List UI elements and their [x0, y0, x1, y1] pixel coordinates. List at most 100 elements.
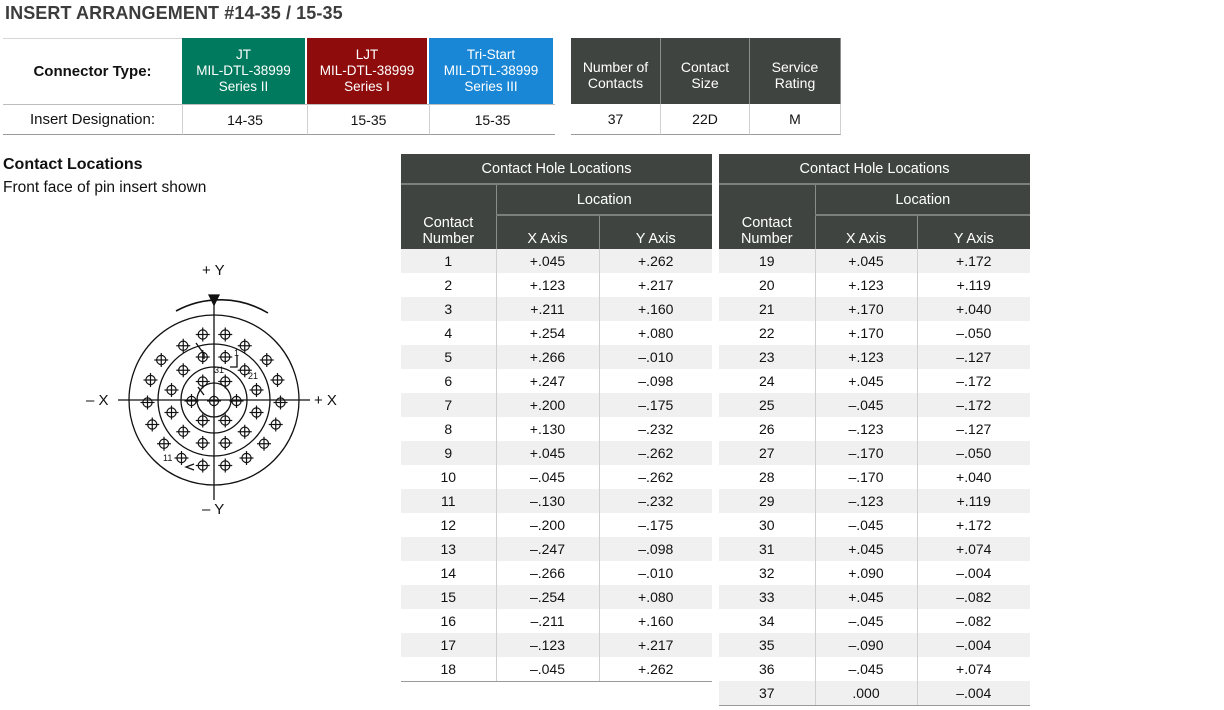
y-axis-cell: +.172	[916, 249, 1031, 273]
header-line: Contacts	[587, 75, 644, 91]
y-axis-cell: +.119	[916, 489, 1031, 513]
contact-number-cell: 15	[401, 585, 496, 609]
table-row: 7 +.200 –.175	[401, 393, 713, 417]
y-axis-cell: –.172	[916, 369, 1031, 393]
y-axis-cell: +.040	[916, 297, 1031, 321]
y-axis-header: Y Axis	[598, 215, 713, 249]
series-spec: MIL-DTL-38999	[196, 63, 291, 78]
contact-size-header: Contact Size	[661, 38, 750, 104]
contact-hole-marker	[237, 424, 252, 439]
contact-locations-subtitle: Front face of pin insert shown	[3, 179, 207, 196]
x-axis-header: X Axis	[495, 215, 599, 249]
contact-hole-marker	[140, 395, 155, 410]
series-series: Series I	[344, 79, 390, 94]
number-of-contacts-value: 37	[571, 104, 661, 135]
minus-y-label: – Y	[202, 501, 224, 518]
x-axis-cell: –.045	[814, 513, 917, 537]
x-axis-cell: –.045	[814, 609, 917, 633]
insert-diagram: + Y – Y – X + X 1 21 31 11	[86, 262, 337, 518]
contact-hole-marker	[218, 350, 233, 364]
contact-hole-marker	[259, 353, 274, 367]
table-row: 36 –.045 +.074	[719, 657, 1031, 681]
y-axis-cell: –.004	[916, 681, 1031, 706]
contact-number-cell: 28	[758, 469, 775, 485]
series-ljt-header: LJT MIL-DTL-38999 Series I	[307, 38, 429, 104]
designation-tri-start: 15-35	[429, 104, 555, 135]
table-row: 3 +.211 +.160	[401, 297, 713, 321]
contact-number-cell: 4	[444, 325, 453, 341]
x-axis-cell: .000	[814, 681, 917, 706]
table-row: 34 –.045 –.082	[719, 609, 1031, 633]
table-row: 13 –.247 –.098	[401, 537, 713, 561]
number-of-contacts-header: Number of Contacts	[571, 38, 661, 104]
table-row: 29 –.123 +.119	[719, 489, 1031, 513]
minus-x-label: – X	[86, 392, 109, 409]
table-row: 20 +.123 +.119	[719, 273, 1031, 297]
header-line: Contact	[680, 59, 730, 75]
x-axis-cell: +.247	[495, 369, 599, 393]
table-title: Contact Hole Locations	[719, 154, 1031, 185]
contact-hole-marker	[145, 417, 160, 432]
contact-number-cell: 13	[401, 537, 496, 561]
contact-number-cell: 17	[401, 633, 496, 657]
y-axis-arrow	[207, 294, 221, 307]
contact-hole-marker	[176, 338, 191, 353]
x-axis-cell: –.045	[814, 393, 917, 417]
y-axis-cell: –.232	[598, 417, 713, 441]
y-axis-cell: –.082	[916, 585, 1031, 609]
x-axis-cell: –.266	[495, 561, 599, 585]
x-axis-cell: –.200	[495, 513, 599, 537]
location-header: Location	[495, 184, 713, 216]
y-axis-cell: –.175	[598, 393, 713, 417]
contact-number-cell: 27	[719, 441, 815, 465]
table-row: 28 –.170 +.040	[719, 465, 1031, 489]
contact-number-cell: 14	[440, 565, 457, 581]
contact-number-cell: 25	[719, 393, 815, 417]
x-axis-cell: +.170	[814, 321, 917, 345]
contact-hole-locations-table-left: Contact Hole Locations Contact Number Lo…	[401, 154, 713, 682]
plus-x-label: + X	[314, 392, 337, 409]
contact-number-cell: 32	[758, 565, 775, 581]
series-jt-header: JT MIL-DTL-38999 Series II	[182, 38, 307, 104]
contact-hole-marker	[239, 451, 254, 465]
table-row: 30 –.045 +.172	[719, 513, 1031, 537]
contact-number-cell: 33	[719, 585, 815, 609]
contact-number-cell: 16	[440, 613, 457, 629]
contact-number-cell: 10	[440, 469, 457, 485]
x-axis-cell: –.123	[814, 489, 917, 513]
contact-number-cell: 19	[719, 249, 815, 273]
x-axis-cell: +.123	[814, 273, 917, 297]
contact-hole-marker	[164, 383, 179, 397]
table-row: 6 +.247 –.098	[401, 369, 713, 393]
x-axis-cell: –.254	[495, 585, 599, 609]
contact-specs-table: Number of Contacts Contact Size Service …	[571, 38, 841, 135]
contact-hole-marker	[184, 394, 199, 408]
series-spec: MIL-DTL-38999	[319, 63, 415, 78]
series-series: Series III	[464, 79, 518, 94]
y-axis-cell: +.119	[916, 273, 1031, 297]
contact-hole-marker	[249, 383, 264, 397]
table-row: 15 –.254 +.080	[401, 585, 713, 609]
contact-hole-marker	[249, 405, 264, 420]
table-row: 10 –.045 –.262	[401, 465, 713, 489]
x-axis-cell: –.211	[495, 609, 599, 633]
y-axis-cell: –.050	[916, 321, 1031, 345]
contact-hole-marker	[268, 417, 283, 432]
y-axis-cell: +.262	[598, 657, 713, 682]
table-row: 27 –.170 –.050	[719, 441, 1031, 465]
designation-ljt: 15-35	[307, 104, 429, 135]
x-axis-cell: –.247	[495, 537, 599, 561]
contact-hole-marker	[218, 374, 233, 389]
y-axis-cell: +.040	[916, 465, 1031, 489]
contact-number-cell: 5	[401, 345, 496, 369]
contact-hole-marker	[176, 363, 191, 378]
contact-hole-marker	[154, 353, 169, 367]
contact-hole-marker	[174, 451, 189, 465]
contact-hole-marker	[237, 338, 252, 353]
header-line: Contact	[741, 215, 792, 231]
x-axis-cell: +.266	[495, 345, 599, 369]
connector-type-table: Connector Type: JT MIL-DTL-38999 Series …	[3, 38, 556, 135]
header-line: Contact	[423, 215, 474, 231]
contact-label-31: 31	[214, 365, 224, 375]
series-name: Tri-Start	[466, 47, 516, 62]
